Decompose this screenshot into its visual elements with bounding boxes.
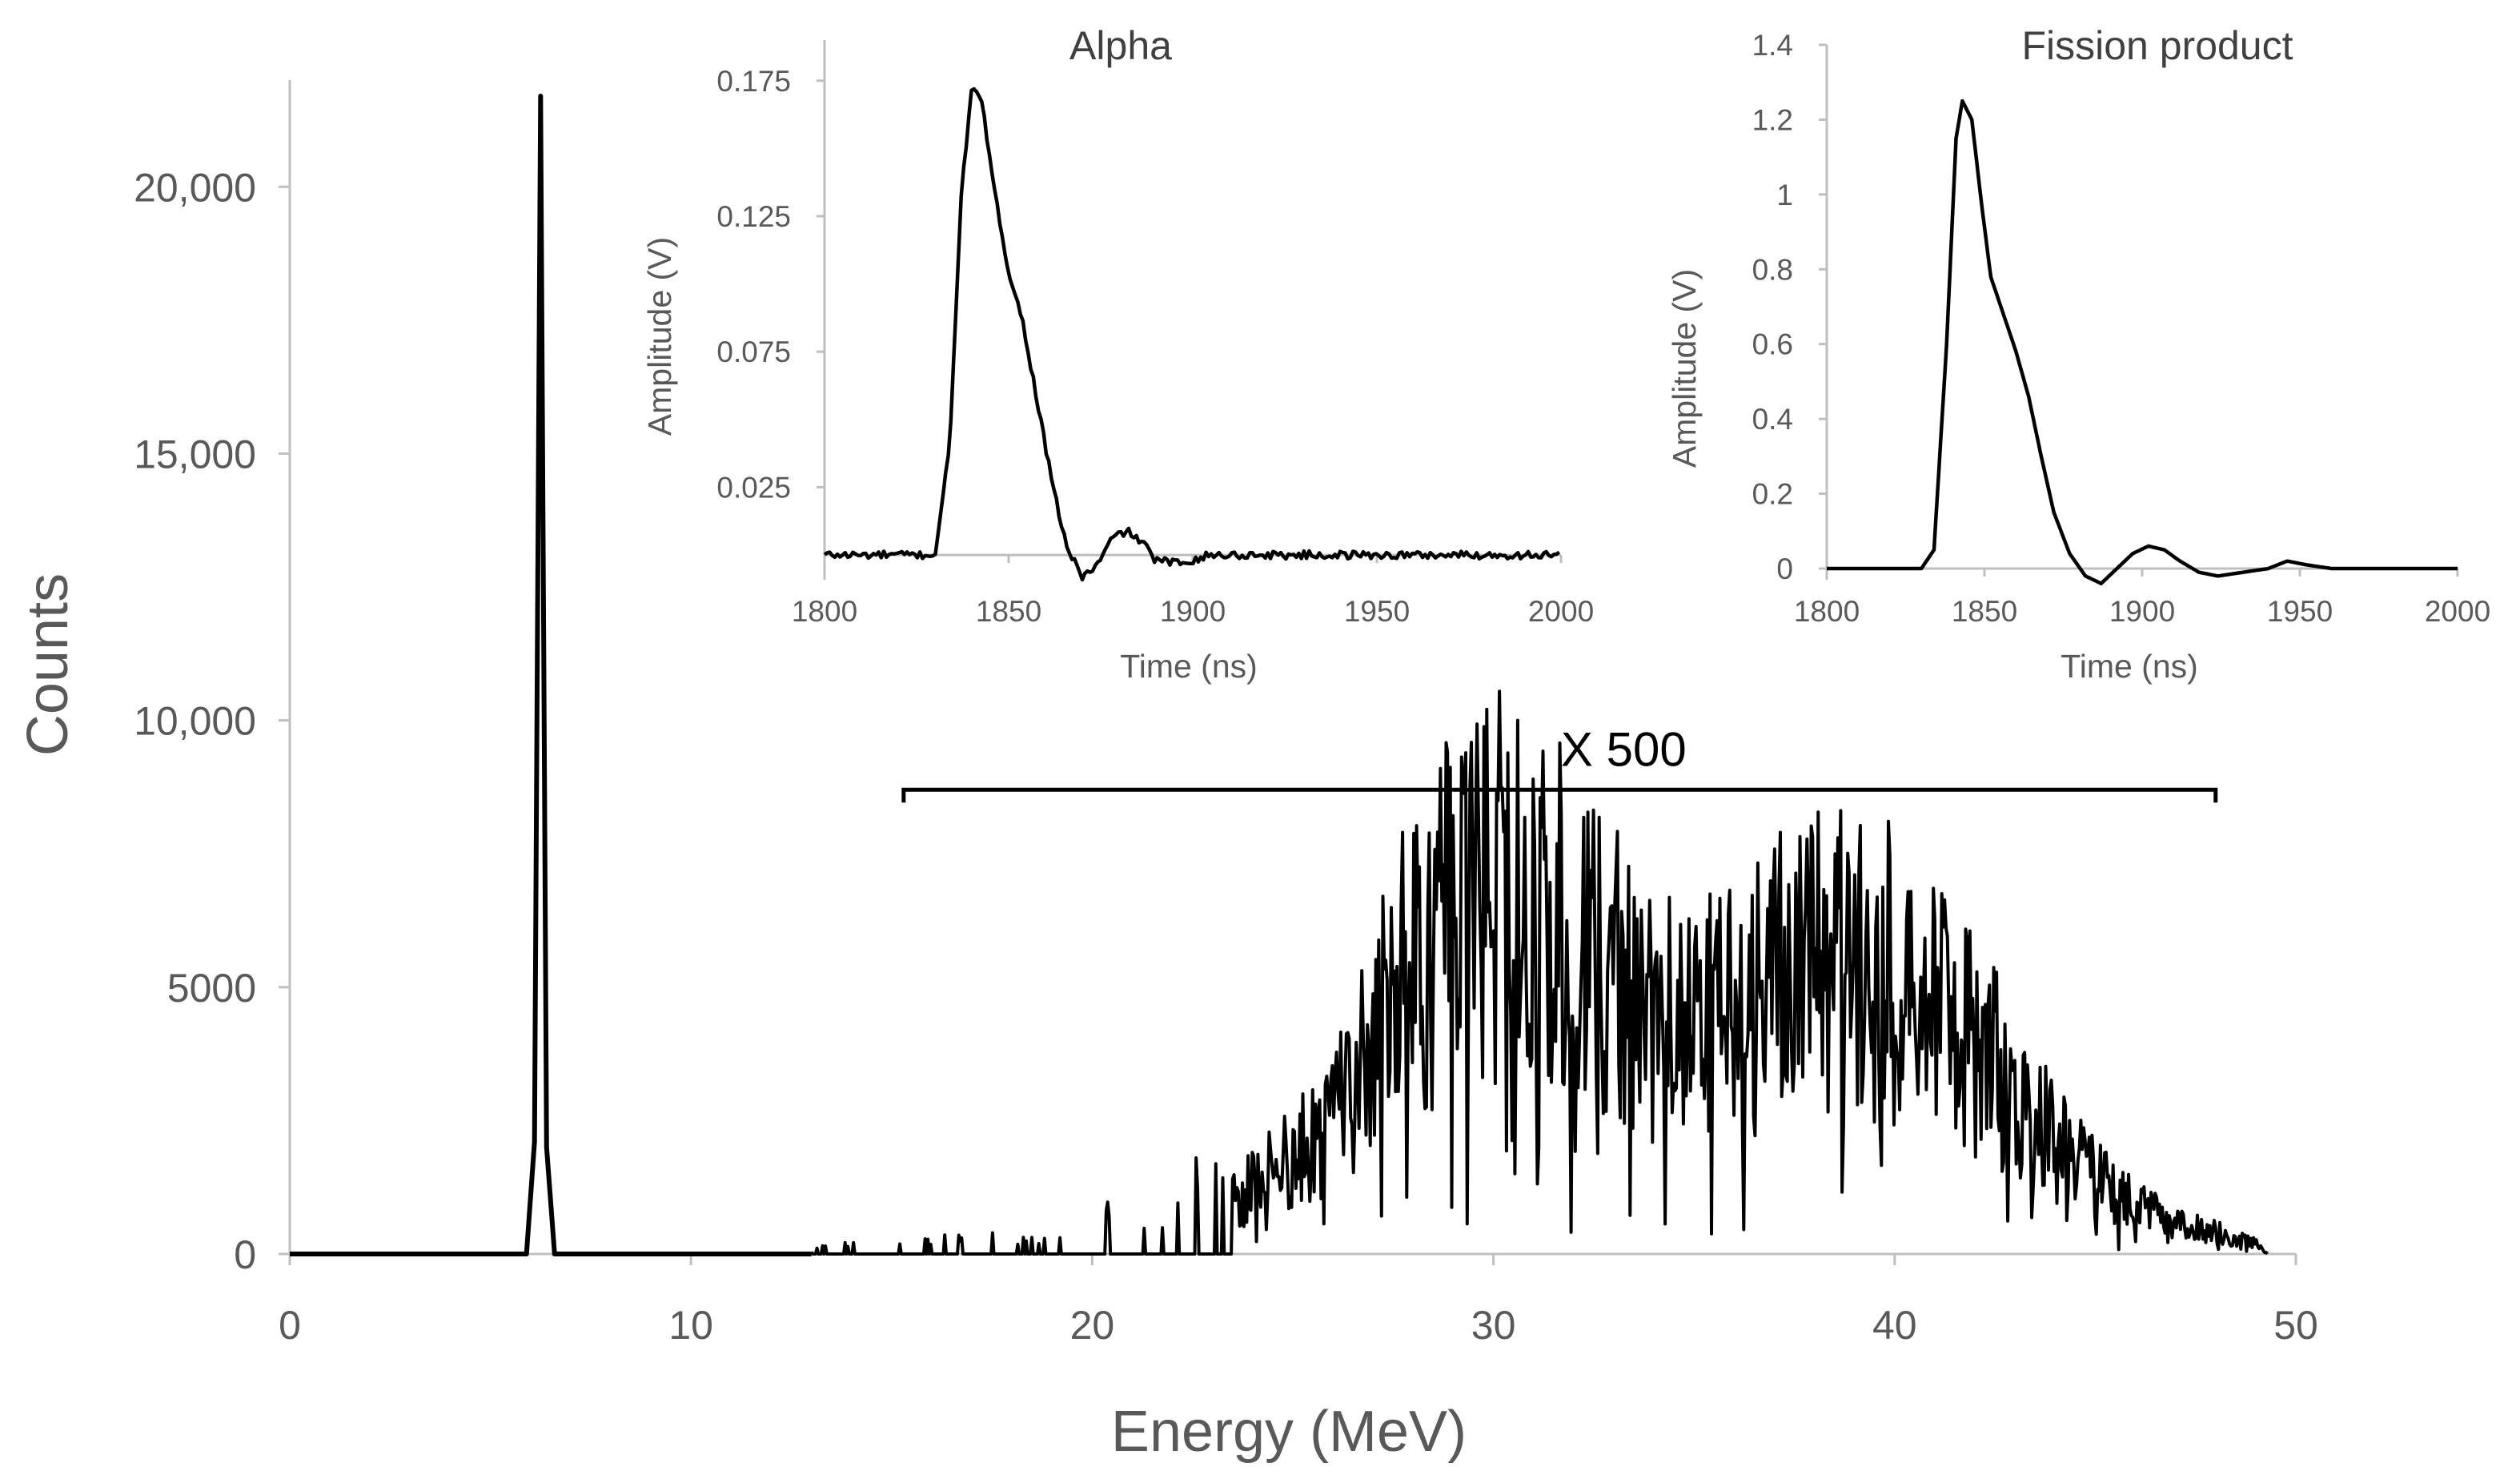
alpha-y-tick-labels: 0.025 0.075 0.125 0.175 <box>716 65 825 504</box>
x500-label: X 500 <box>1561 722 1687 776</box>
alpha-x-tick-label: 1900 <box>1160 595 1226 628</box>
fission-x-tick-labels: 1800 1850 1900 1950 2000 <box>1794 569 2490 628</box>
fission-y-axis-title: Amplitude (V) <box>1666 269 1703 468</box>
alpha-y-tick-label: 0.125 <box>716 200 791 233</box>
alpha-y-tick-label: 0.175 <box>716 65 791 98</box>
main-x-tick-label: 20 <box>1070 1303 1115 1348</box>
alpha-pulse-line <box>823 86 1561 582</box>
fission-y-tick-label: 0.8 <box>1752 253 1793 286</box>
alpha-x-axis-title: Time (ns) <box>1120 648 1258 685</box>
fission-y-tick-label: 0.4 <box>1752 403 1793 436</box>
main-x-axis-title: Energy (MeV) <box>1111 1400 1467 1464</box>
fission-y-tick-label: 0.6 <box>1752 328 1793 361</box>
fission-y-tick-labels: 0 0.2 0.4 0.6 0.8 1 1.2 1.4 <box>1752 29 1827 585</box>
fission-x-tick-label: 1800 <box>1794 595 1860 628</box>
main-x-tick-label: 50 <box>2273 1303 2318 1348</box>
main-x-tick-labels: 0 10 20 30 40 50 <box>279 1254 2318 1348</box>
main-y-tick-label: 5000 <box>167 966 256 1011</box>
alpha-inset-title: Alpha <box>1069 23 1172 68</box>
alpha-y-tick-label: 0.025 <box>716 471 791 504</box>
fission-inset-chart: 1800 1850 1900 1950 2000 0 0.2 0.4 0.6 0.8 1 1.2 1.… <box>1666 23 2490 685</box>
x500-bracket <box>901 787 2218 803</box>
main-series-group <box>290 94 2269 1256</box>
fission-x-tick-label: 1850 <box>1952 595 2017 628</box>
main-x-tick-label: 40 <box>1872 1303 1917 1348</box>
alpha-series-group <box>823 86 1561 582</box>
alpha-x-tick-label: 1950 <box>1344 595 1410 628</box>
fission-x-tick-label: 2000 <box>2425 595 2490 628</box>
alpha-peak-line <box>290 94 812 1256</box>
main-x-tick-label: 0 <box>279 1303 301 1348</box>
alpha-x-tick-labels: 1800 1850 1900 1950 2000 <box>792 555 1594 628</box>
alpha-y-axis-title: Amplitude (V) <box>641 237 678 436</box>
fission-y-tick-label: 1 <box>1776 179 1793 211</box>
main-annotations: X 500 <box>901 722 2218 803</box>
fission-x-tick-label: 1950 <box>2267 595 2333 628</box>
main-y-tick-label: 10,000 <box>134 699 256 744</box>
alpha-y-tick-label: 0.075 <box>716 336 791 368</box>
fission-x-tick-label: 1900 <box>2109 595 2175 628</box>
fission-inset-title: Fission product <box>2021 23 2293 68</box>
main-x-tick-label: 10 <box>668 1303 713 1348</box>
fission-spectrum-line <box>809 689 2269 1256</box>
alpha-x-tick-label: 1850 <box>976 595 1041 628</box>
main-y-tick-label: 15,000 <box>134 432 256 476</box>
fission-y-tick-label: 0 <box>1776 553 1793 585</box>
fission-y-tick-label: 0.2 <box>1752 478 1793 511</box>
fission-pulse-line <box>1826 98 2458 585</box>
main-x-tick-label: 30 <box>1471 1303 1516 1348</box>
alpha-x-tick-label: 1800 <box>792 595 857 628</box>
main-y-tick-label: 20,000 <box>134 165 256 210</box>
alpha-x-tick-label: 2000 <box>1528 595 1594 628</box>
alpha-inset-chart: 1800 1850 1900 1950 2000 0.025 0.075 0.125 0.17… <box>641 23 1594 685</box>
main-y-tick-labels: 0 5000 10,000 15,000 20,000 <box>134 165 290 1277</box>
fission-y-tick-label: 1.2 <box>1752 103 1793 136</box>
fission-x-axis-title: Time (ns) <box>2061 648 2198 685</box>
main-y-tick-label: 0 <box>234 1232 256 1277</box>
fission-y-tick-label: 1.4 <box>1752 29 1793 62</box>
main-y-axis-title: Counts <box>16 573 80 756</box>
fission-series-group <box>1826 98 2458 585</box>
